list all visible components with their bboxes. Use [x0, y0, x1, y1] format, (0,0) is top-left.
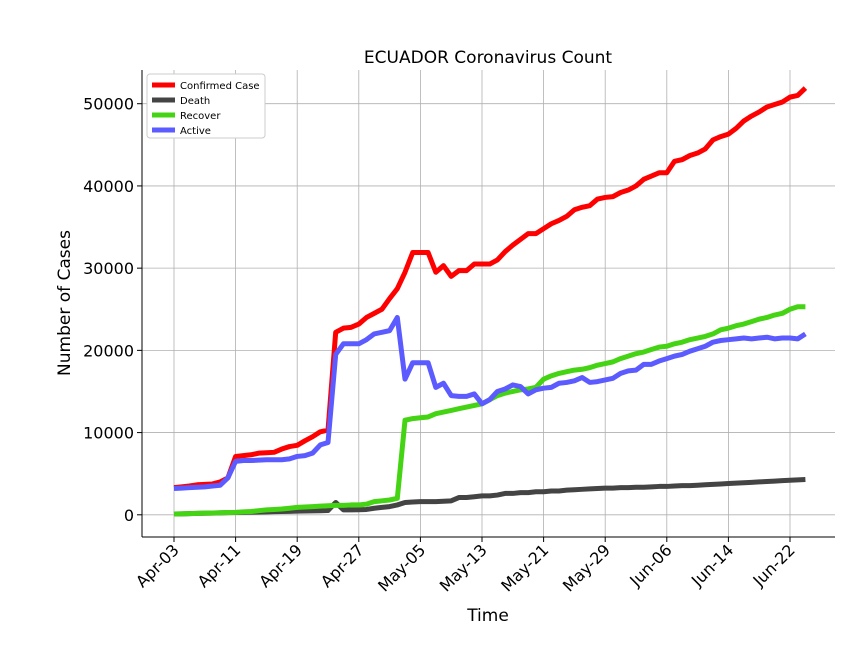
x-axis-label: Time [466, 606, 509, 626]
y-axis-label: Number of Cases [55, 230, 75, 376]
y-tick-label: 10000 [83, 424, 134, 443]
y-tick-label: 40000 [83, 177, 134, 196]
x-tick-label: Jun-06 [625, 540, 675, 590]
series-line [173, 86, 808, 491]
chart-title: ECUADOR Coronavirus Count [364, 48, 612, 68]
x-tick-label: May-21 [497, 540, 552, 595]
legend-label: Confirmed Case [180, 81, 260, 92]
x-tick-label: May-29 [559, 540, 614, 595]
x-tick-label: May-05 [374, 540, 429, 595]
legend-label: Recover [180, 111, 221, 122]
y-tick-label: 50000 [83, 95, 134, 114]
x-tick-label: Apr-11 [194, 540, 245, 591]
legend-box [146, 73, 266, 139]
x-tick-label: Apr-27 [317, 540, 368, 591]
x-tick-label: Jun-22 [749, 540, 799, 590]
legend-label: Death [180, 96, 210, 107]
x-tick-label: Jun-14 [687, 540, 737, 590]
y-tick-label: 0 [124, 506, 134, 525]
y-tick-label: 20000 [83, 341, 134, 360]
x-tick-label: Apr-19 [255, 540, 306, 591]
x-tick-label: May-13 [436, 540, 491, 595]
y-tick-label: 30000 [83, 259, 134, 278]
x-tick-label: Apr-03 [132, 540, 183, 591]
series-line [173, 314, 807, 491]
legend-label: Active [180, 126, 211, 137]
